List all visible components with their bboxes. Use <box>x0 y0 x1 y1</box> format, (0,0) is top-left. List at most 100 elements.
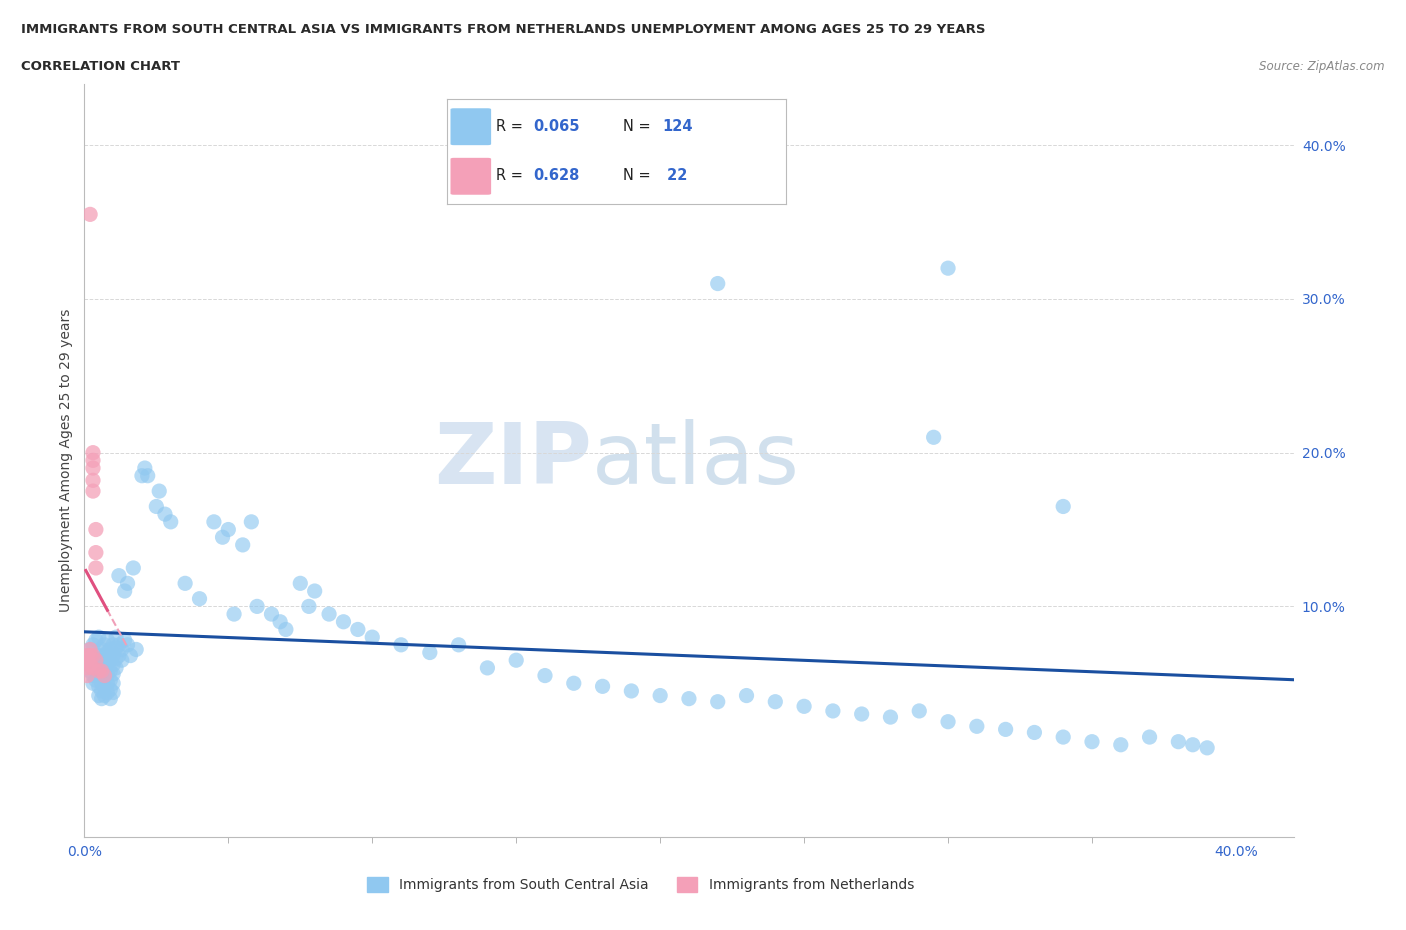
Point <box>82 484 104 498</box>
Point <box>108 648 131 663</box>
Point <box>1052 730 1074 745</box>
Point <box>994 722 1017 737</box>
Point <box>153 507 176 522</box>
Point <box>82 648 104 663</box>
Point <box>82 460 104 475</box>
Y-axis label: Unemployment Among Ages 25 to 29 years: Unemployment Among Ages 25 to 29 years <box>59 309 73 612</box>
Point <box>174 576 197 591</box>
Point <box>117 637 139 652</box>
Point <box>96 667 118 682</box>
Point <box>101 637 124 652</box>
Point <box>76 660 98 675</box>
Point <box>93 658 115 672</box>
Point <box>108 568 131 583</box>
Point <box>87 688 110 703</box>
Point <box>96 656 118 671</box>
Point <box>79 663 101 678</box>
Point <box>188 591 211 606</box>
Point <box>93 648 115 663</box>
Point <box>908 703 931 718</box>
Point <box>98 691 121 706</box>
Point <box>1052 499 1074 514</box>
Point <box>87 663 110 678</box>
Point <box>98 663 121 678</box>
Point <box>240 514 263 529</box>
Point <box>84 561 107 576</box>
Point <box>96 676 118 691</box>
Point <box>101 667 124 682</box>
Point <box>105 660 128 675</box>
Point <box>96 645 118 660</box>
Point <box>922 430 945 445</box>
Point <box>101 676 124 691</box>
Point <box>477 660 499 675</box>
Point <box>793 698 815 713</box>
Point <box>82 668 104 683</box>
Point <box>90 676 112 691</box>
Point <box>82 472 104 487</box>
Point <box>620 684 643 698</box>
Point <box>87 648 110 663</box>
Point <box>936 714 959 729</box>
Point <box>304 584 326 599</box>
Point <box>117 576 139 591</box>
Point <box>84 632 107 647</box>
Point <box>111 642 134 657</box>
Point <box>222 606 245 621</box>
Point <box>82 453 104 468</box>
Point <box>90 642 112 657</box>
Point <box>82 445 104 460</box>
Point <box>318 606 340 621</box>
Text: CORRELATION CHART: CORRELATION CHART <box>21 60 180 73</box>
Point <box>562 676 585 691</box>
Point <box>79 653 101 668</box>
Point <box>84 672 107 687</box>
Point <box>1109 737 1132 752</box>
Point <box>678 691 700 706</box>
Point <box>361 630 384 644</box>
Text: Source: ZipAtlas.com: Source: ZipAtlas.com <box>1260 60 1385 73</box>
Point <box>105 651 128 666</box>
Point <box>108 637 131 652</box>
Point <box>76 668 98 683</box>
Point <box>290 576 312 591</box>
Point <box>706 276 728 291</box>
Point <box>202 514 225 529</box>
Point <box>145 499 167 514</box>
Point <box>93 637 115 652</box>
Point <box>114 584 136 599</box>
Point <box>90 663 112 678</box>
Point <box>332 615 354 630</box>
Point <box>592 679 614 694</box>
Point <box>1197 740 1219 755</box>
Point <box>90 653 112 668</box>
Point <box>389 637 412 652</box>
Point <box>79 642 101 657</box>
Point <box>131 469 153 484</box>
Point <box>105 630 128 644</box>
Point <box>1081 735 1104 750</box>
Text: IMMIGRANTS FROM SOUTH CENTRAL ASIA VS IMMIGRANTS FROM NETHERLANDS UNEMPLOYMENT A: IMMIGRANTS FROM SOUTH CENTRAL ASIA VS IM… <box>21 23 986 36</box>
Point <box>260 606 283 621</box>
Point <box>79 658 101 672</box>
Point <box>125 642 148 657</box>
Point <box>84 653 107 668</box>
Point <box>269 615 291 630</box>
Point <box>148 484 170 498</box>
Point <box>87 630 110 644</box>
Point <box>84 663 107 678</box>
Point <box>82 660 104 675</box>
Point <box>1024 725 1046 740</box>
Point <box>134 460 156 475</box>
Point <box>96 632 118 647</box>
Text: ZIP: ZIP <box>434 418 592 502</box>
Point <box>159 514 181 529</box>
Point <box>650 688 672 703</box>
Point <box>90 691 112 706</box>
Point <box>105 641 128 656</box>
Point <box>298 599 321 614</box>
Point <box>76 648 98 663</box>
Point <box>93 668 115 683</box>
Point <box>111 653 134 668</box>
Point <box>1167 735 1189 750</box>
